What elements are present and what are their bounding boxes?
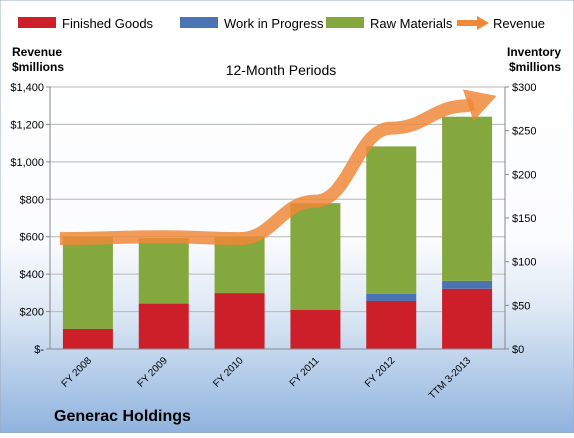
y-right-tick-label: $50: [512, 300, 530, 312]
bar-raw-materials: [138, 238, 189, 304]
y-left-tick-label: $1,400: [10, 82, 44, 94]
bar-finished-goods: [214, 293, 265, 349]
y-right-tick-label: $100: [512, 257, 536, 269]
bar-finished-goods: [138, 303, 189, 349]
y-left-tick-label: $400: [20, 269, 44, 281]
y-right-label-line-2: $millions: [509, 60, 561, 74]
y-right-tick-label: $300: [512, 82, 536, 94]
y-left-label-line-1: Revenue: [12, 45, 62, 59]
bar-raw-materials: [290, 203, 341, 310]
bar-raw-materials: [366, 146, 417, 294]
bar-finished-goods: [366, 300, 417, 349]
y-right-tick-label: $0: [512, 344, 524, 356]
bar-finished-goods: [290, 309, 341, 349]
y-right-tick-label: $150: [512, 213, 536, 225]
legend-swatch-work-in-progress: [180, 17, 218, 28]
y-left-tick-label: $-: [34, 344, 44, 356]
y-left-tick-label: $1,200: [10, 119, 44, 131]
line-revenue: [59, 89, 497, 246]
bar-work-in-progress: [442, 280, 493, 289]
y-left-tick-label: $1,000: [10, 157, 44, 169]
bar-finished-goods: [62, 328, 113, 349]
legend-label-revenue: Revenue: [493, 16, 545, 31]
legend: Finished Goods Work in Progress Raw Materi…: [18, 16, 545, 31]
legend-label-finished-goods: Finished Goods: [62, 16, 154, 31]
company-name: Generac Holdings: [54, 408, 191, 425]
bar-raw-materials: [442, 116, 493, 281]
legend-label-raw-materials: Raw Materials: [370, 16, 453, 31]
chart-subtitle: 12-Month Periods: [226, 62, 337, 78]
y-left-label-line-2: $millions: [12, 60, 64, 74]
legend-swatch-finished-goods: [18, 17, 56, 28]
y-right-label-line-1: Inventory: [507, 45, 561, 59]
legend-swatch-arrow-revenue: [477, 16, 489, 30]
legend-swatch-raw-materials: [326, 17, 364, 28]
y-right-tick-label: $200: [512, 169, 536, 181]
bar-raw-materials: [62, 236, 113, 329]
bar-finished-goods: [442, 288, 493, 349]
bar-raw-materials: [214, 236, 265, 294]
y-left-tick-label: $600: [20, 232, 44, 244]
y-right-tick-label: $250: [512, 126, 536, 138]
y-left-tick-label: $200: [20, 307, 44, 319]
bar-work-in-progress: [366, 293, 417, 301]
y-left-tick-label: $800: [20, 194, 44, 206]
legend-label-work-in-progress: Work in Progress: [224, 16, 324, 31]
